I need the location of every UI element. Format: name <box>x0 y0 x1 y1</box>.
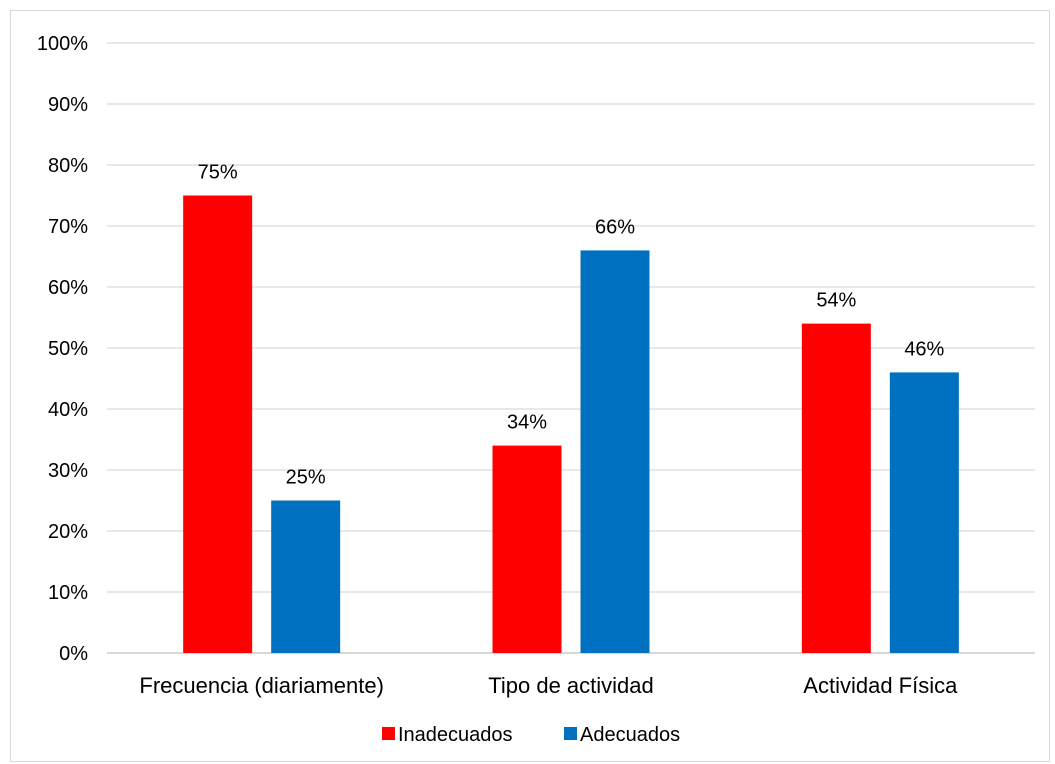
data-labels: 75% 25% 34% 66% 54% 46% <box>198 162 945 489</box>
bar-adecuados-1 <box>271 500 341 653</box>
legend-label: Adecuados <box>580 724 680 746</box>
x-category-label: Tipo de actividad <box>488 673 654 698</box>
bar-inadecuados-2 <box>492 445 562 653</box>
data-label: 54% <box>816 290 856 312</box>
y-tick-label: 100% <box>37 33 88 55</box>
bar-inadecuados-1 <box>183 195 253 653</box>
y-tick-label: 50% <box>48 338 88 360</box>
legend-swatch-inadecuados <box>382 727 395 740</box>
y-tick-label: 70% <box>48 216 88 238</box>
x-category-label: Actividad Física <box>803 673 958 698</box>
y-tick-label: 90% <box>48 94 88 116</box>
bar-adecuados-3 <box>889 372 959 653</box>
y-tick-label: 30% <box>48 460 88 482</box>
data-label: 75% <box>198 162 238 184</box>
y-axis-ticks: 0% 10% 20% 30% 40% 50% 60% 70% 80% 90% 100% <box>37 33 88 665</box>
bar-inadecuados-3 <box>801 323 871 653</box>
y-tick-label: 80% <box>48 155 88 177</box>
legend-swatch-adecuados <box>564 727 577 740</box>
y-tick-label: 40% <box>48 399 88 421</box>
data-label: 34% <box>507 412 547 434</box>
data-label: 66% <box>595 216 635 238</box>
y-tick-label: 20% <box>48 521 88 543</box>
bar-adecuados-2 <box>580 250 650 653</box>
legend: Inadecuados Adecuados <box>382 724 680 746</box>
gridlines <box>107 42 1035 654</box>
y-tick-label: 0% <box>59 643 88 665</box>
y-tick-label: 10% <box>48 582 88 604</box>
data-label: 46% <box>904 338 944 360</box>
data-label: 25% <box>286 467 326 489</box>
x-category-label: Frecuencia (diariamente) <box>139 673 384 698</box>
bars <box>183 195 959 653</box>
legend-label: Inadecuados <box>398 724 513 746</box>
y-tick-label: 60% <box>48 277 88 299</box>
x-axis-categories: Frecuencia (diariamente) Tipo de activida… <box>139 673 958 698</box>
